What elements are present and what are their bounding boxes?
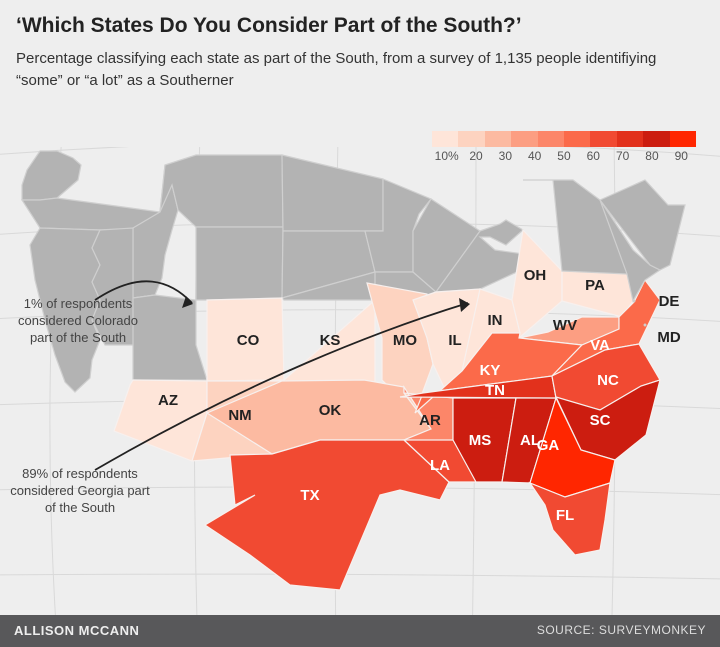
svg-text:TN: TN: [485, 382, 505, 399]
svg-text:AR: AR: [419, 412, 441, 429]
svg-text:MO: MO: [393, 332, 417, 349]
svg-text:CO: CO: [237, 332, 260, 349]
svg-text:NC: NC: [597, 372, 619, 389]
svg-text:MS: MS: [469, 432, 492, 449]
svg-text:AZ: AZ: [158, 392, 178, 409]
svg-text:VA: VA: [590, 337, 610, 354]
svg-text:MD: MD: [657, 329, 680, 346]
svg-text:OK: OK: [319, 402, 342, 419]
svg-text:PA: PA: [585, 277, 605, 294]
svg-text:KS: KS: [320, 332, 341, 349]
svg-text:LA: LA: [430, 457, 450, 474]
svg-text:NM: NM: [228, 407, 251, 424]
svg-text:DE: DE: [659, 293, 680, 310]
svg-text:KY: KY: [480, 362, 501, 379]
svg-text:TX: TX: [300, 487, 319, 504]
svg-text:SC: SC: [590, 412, 611, 429]
svg-text:FL: FL: [556, 507, 574, 524]
svg-text:GA: GA: [537, 437, 560, 454]
svg-text:OH: OH: [524, 267, 547, 284]
svg-text:WV: WV: [553, 317, 577, 334]
svg-text:IN: IN: [488, 312, 503, 329]
svg-text:IL: IL: [448, 332, 461, 349]
